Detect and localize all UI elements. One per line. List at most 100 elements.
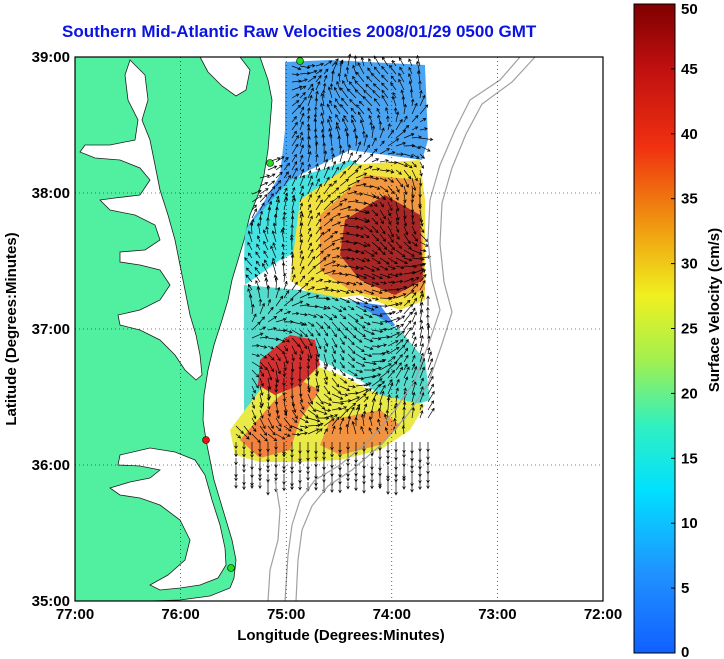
- velocity-arrow: [387, 169, 395, 174]
- colorbar-tick-label: 45: [681, 61, 698, 78]
- velocity-arrow: [339, 393, 349, 397]
- velocity-arrow: [283, 162, 291, 171]
- velocity-arrow: [259, 353, 268, 359]
- velocity-arrow: [387, 346, 400, 355]
- velocity-arrow: [259, 385, 264, 396]
- velocity-arrow: [265, 226, 269, 235]
- velocity-arrow: [315, 329, 321, 337]
- velocity-arrow: [283, 353, 289, 365]
- velocity-arrow: [259, 202, 265, 211]
- velocity-arrow: [281, 226, 286, 235]
- velocity-arrow: [395, 111, 400, 123]
- y-tick-label: 35:00: [32, 593, 70, 610]
- velocity-arrow: [307, 242, 312, 251]
- velocity-arrow: [381, 65, 389, 75]
- velocity-field: [230, 60, 430, 462]
- velocity-arrow: [346, 474, 350, 482]
- velocity-arrow: [299, 78, 308, 83]
- velocity-arrow: [339, 170, 347, 179]
- velocity-arrow: [275, 156, 285, 163]
- velocity-arrow: [306, 114, 311, 123]
- velocity-arrow: [327, 118, 333, 131]
- velocity-arrow: [243, 433, 250, 440]
- velocity-arrow: [339, 231, 350, 236]
- velocity-arrow: [403, 311, 413, 323]
- velocity-arrow: [403, 217, 408, 227]
- velocity-arrow: [363, 175, 374, 179]
- velocity-arrow: [290, 466, 294, 475]
- velocity-arrow: [275, 206, 279, 219]
- velocity-arrow: [283, 280, 288, 291]
- velocity-arrow: [363, 165, 373, 171]
- velocity-arrow: [338, 426, 343, 435]
- velocity-arrow: [259, 302, 265, 315]
- velocity-arrow: [403, 177, 409, 188]
- velocity-arrow: [419, 366, 426, 379]
- x-tick-label: 75:00: [267, 606, 305, 623]
- velocity-arrow: [387, 382, 394, 395]
- colorbar-tick-label: 25: [681, 321, 698, 338]
- velocity-arrow: [379, 343, 387, 347]
- velocity-arrow: [299, 282, 309, 291]
- velocity-arrow: [347, 144, 352, 155]
- velocity-arrow: [245, 267, 253, 275]
- velocity-arrow: [363, 233, 370, 239]
- velocity-arrow: [395, 354, 403, 363]
- velocity-arrow: [354, 482, 358, 492]
- velocity-arrow: [355, 361, 366, 367]
- x-tick-label: 73:00: [478, 606, 516, 623]
- velocity-arrow: [395, 323, 405, 331]
- velocity-region-red-south: [258, 335, 320, 395]
- velocity-arrow: [315, 257, 327, 267]
- velocity-arrow: [315, 199, 323, 211]
- velocity-arrow: [355, 241, 368, 248]
- velocity-arrow: [251, 385, 256, 394]
- velocity-arrow: [290, 377, 294, 387]
- velocity-arrow: [299, 409, 309, 420]
- velocity-arrow: [371, 297, 379, 301]
- velocity-arrow: [323, 369, 329, 381]
- velocity-arrow: [271, 260, 277, 275]
- velocity-arrow: [339, 214, 351, 219]
- velocity-arrow: [390, 82, 397, 91]
- velocity-arrow: [267, 185, 276, 195]
- velocity-arrow: [259, 393, 264, 407]
- velocity-arrow: [427, 375, 434, 387]
- velocity-arrow: [403, 376, 409, 387]
- velocity-arrow: [345, 132, 350, 147]
- velocity-arrow: [251, 353, 261, 358]
- velocity-arrow: [379, 217, 384, 225]
- velocity-arrow: [357, 111, 365, 123]
- velocity-arrow: [291, 135, 299, 147]
- velocity-arrow: [394, 482, 398, 496]
- velocity-arrow: [334, 86, 341, 99]
- velocity-arrow: [411, 161, 417, 168]
- velocity-arrow: [275, 337, 286, 343]
- velocity-arrow: [299, 233, 303, 243]
- velocity-arrow: [315, 194, 321, 203]
- velocity-arrow: [307, 150, 312, 163]
- colorbar-label: Surface Velocity (cm/s): [706, 228, 723, 392]
- velocity-arrow: [355, 329, 366, 337]
- velocity-arrow: [259, 409, 264, 419]
- velocity-arrow: [251, 195, 263, 203]
- velocity-arrow: [387, 138, 400, 147]
- velocity-arrow: [290, 450, 294, 459]
- velocity-arrow: [371, 329, 384, 334]
- velocity-arrow: [386, 396, 391, 411]
- velocity-arrow: [395, 257, 409, 265]
- velocity-arrow: [367, 107, 373, 115]
- velocity-arrow: [315, 90, 319, 99]
- velocity-arrow: [355, 403, 361, 411]
- velocity-arrow: [373, 98, 381, 107]
- velocity-arrow: [251, 204, 257, 211]
- velocity-arrow: [331, 213, 342, 219]
- delaware-bay: [199, 56, 251, 97]
- velocity-arrow: [399, 66, 405, 75]
- velocity-arrow: [419, 290, 424, 299]
- velocity-arrow: [315, 69, 323, 75]
- velocity-arrow: [315, 305, 328, 310]
- velocity-arrow: [395, 193, 399, 201]
- velocity-arrow: [379, 273, 391, 279]
- velocity-arrow: [291, 329, 303, 337]
